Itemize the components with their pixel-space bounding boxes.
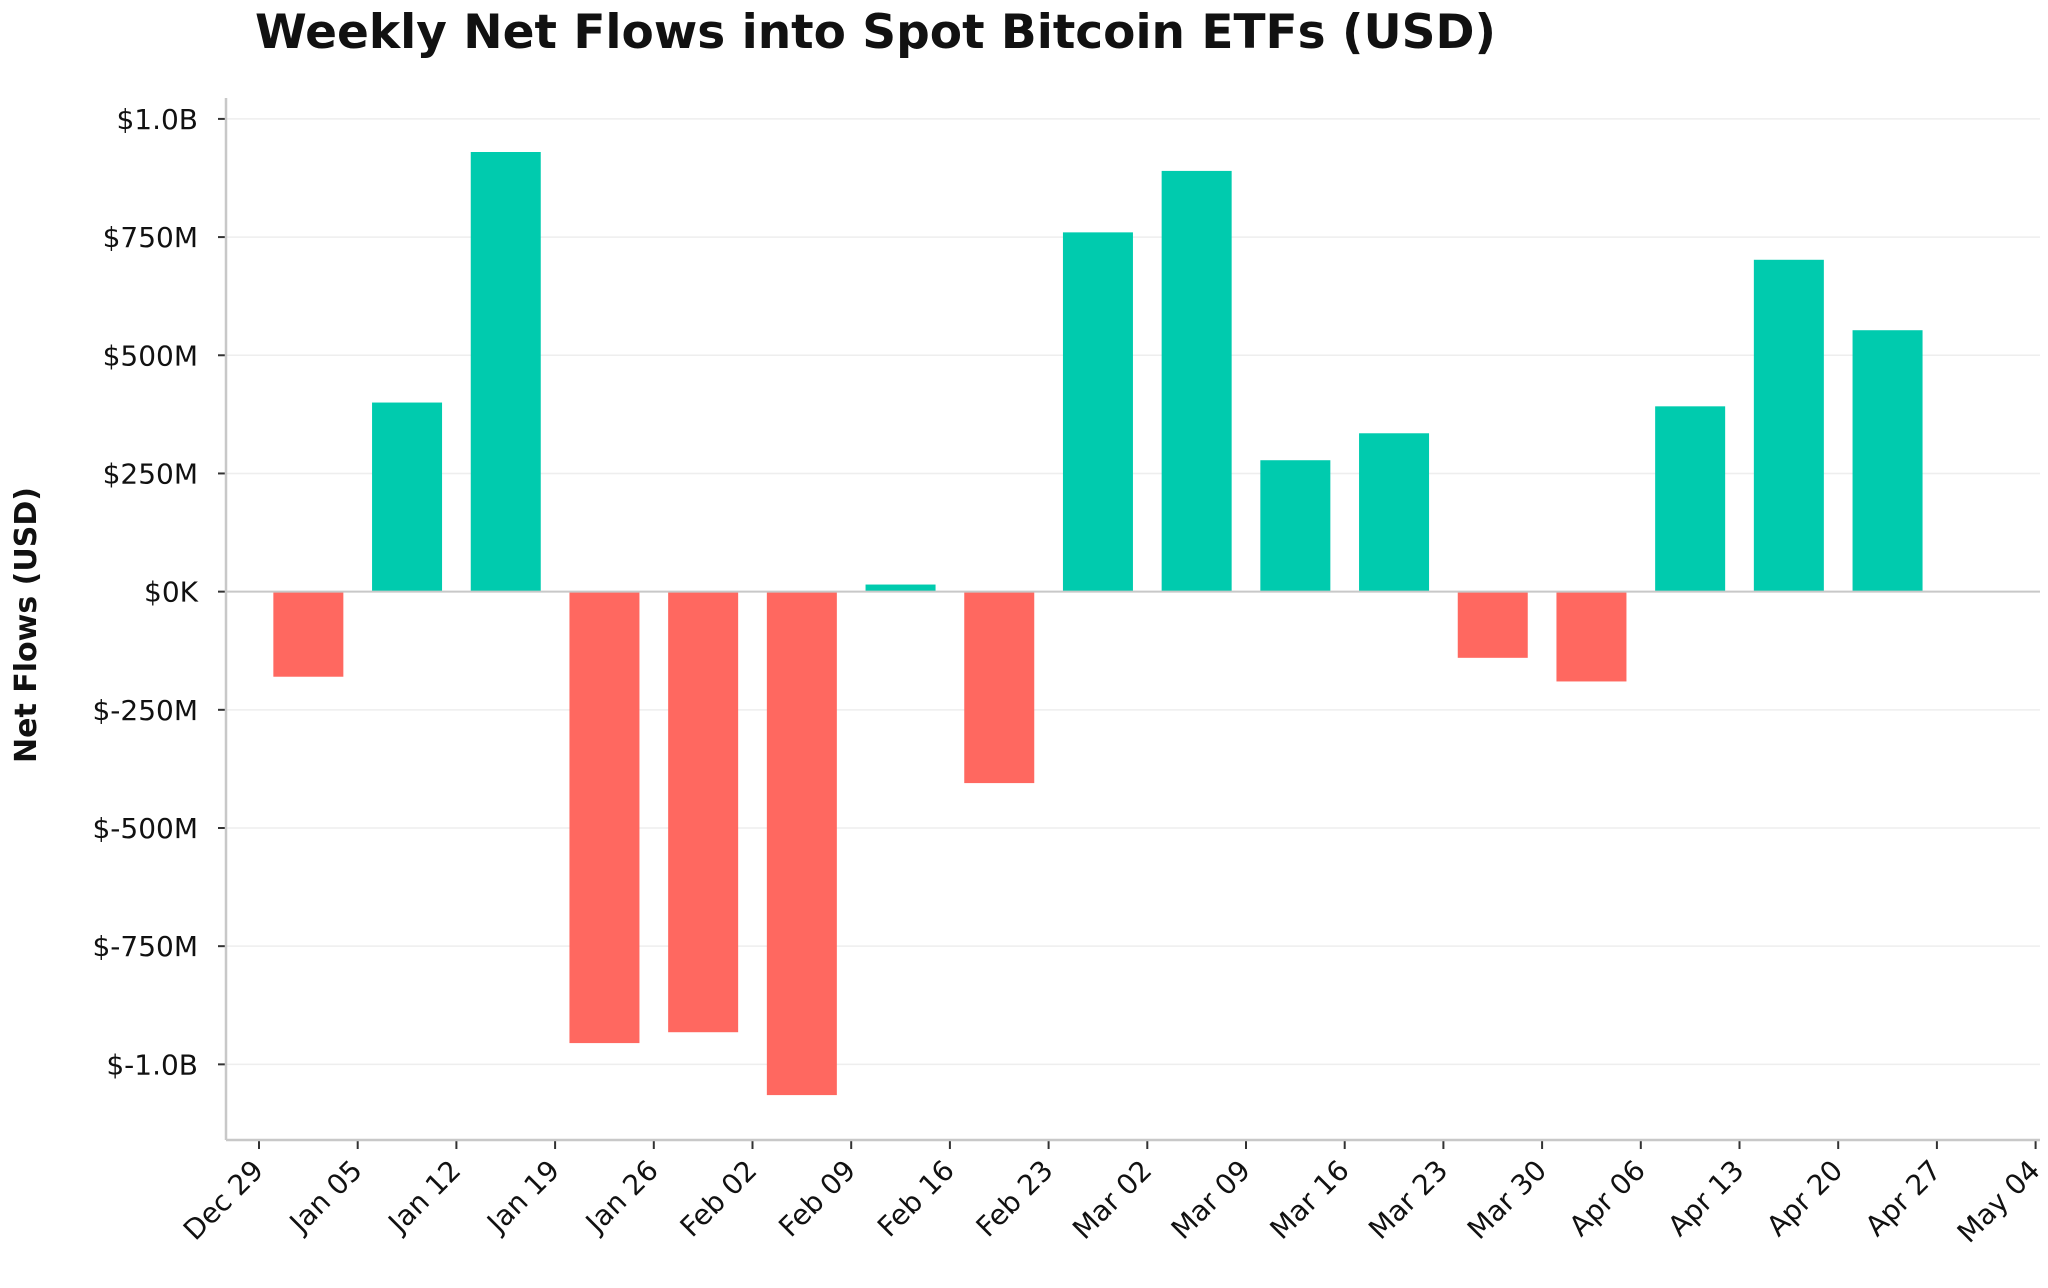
bar bbox=[964, 591, 1035, 784]
bar bbox=[1457, 591, 1528, 658]
bar bbox=[1260, 460, 1331, 592]
y-tick-label: $250M bbox=[103, 457, 198, 490]
bar bbox=[668, 591, 739, 1033]
bar bbox=[569, 591, 640, 1044]
bar bbox=[1852, 330, 1923, 592]
x-tick-label: Apr 20 bbox=[1760, 1154, 1849, 1243]
chart-title: Weekly Net Flows into Spot Bitcoin ETFs … bbox=[255, 5, 1496, 60]
x-tick-label: Jan 26 bbox=[578, 1154, 665, 1241]
bar bbox=[1655, 406, 1726, 592]
x-tick-label: May 04 bbox=[1951, 1154, 2047, 1250]
bar bbox=[1359, 433, 1430, 592]
x-tick-label: Mar 23 bbox=[1362, 1154, 1454, 1246]
bar bbox=[470, 152, 541, 592]
x-tick-label: Jan 19 bbox=[479, 1154, 566, 1241]
bar bbox=[273, 591, 344, 677]
x-tick-label: Dec 29 bbox=[177, 1154, 270, 1247]
y-axis-label: Net Flows (USD) bbox=[9, 487, 44, 763]
x-tick-label: Mar 09 bbox=[1165, 1154, 1257, 1246]
x-tick-label: Feb 02 bbox=[674, 1154, 764, 1244]
bar bbox=[865, 584, 936, 592]
bar bbox=[1753, 259, 1824, 592]
x-tick-label: Feb 16 bbox=[871, 1154, 961, 1244]
x-tick-label: Mar 02 bbox=[1066, 1154, 1158, 1246]
x-axis-ticks: Dec 29 Jan 05 Jan 12 Jan 19 Jan 26 Feb 02 Feb … bbox=[177, 1140, 2047, 1249]
y-tick-label: $750M bbox=[103, 221, 198, 254]
y-tick-label: $500M bbox=[103, 339, 198, 372]
y-tick-label: $-250M bbox=[92, 694, 198, 727]
x-tick-label: Apr 13 bbox=[1661, 1154, 1750, 1243]
bars bbox=[273, 152, 1923, 1096]
x-tick-label: Feb 23 bbox=[970, 1154, 1060, 1244]
bar bbox=[1161, 170, 1232, 592]
x-tick-label: Feb 09 bbox=[772, 1154, 862, 1244]
y-tick-label: $-750M bbox=[92, 930, 198, 963]
y-tick-label: $0K bbox=[144, 576, 199, 609]
x-tick-label: Apr 06 bbox=[1563, 1154, 1652, 1243]
x-tick-label: Apr 27 bbox=[1859, 1154, 1948, 1243]
y-tick-label: $-500M bbox=[92, 812, 198, 845]
bar bbox=[766, 591, 837, 1096]
bar bbox=[1556, 591, 1627, 682]
y-tick-label: $1.0B bbox=[116, 103, 198, 136]
bar bbox=[1062, 232, 1133, 592]
y-tick-label: $-1.0B bbox=[106, 1048, 198, 1081]
y-axis-ticks: $1.0B $750M $500M $250M $0K $-250M $-500M $-750… bbox=[92, 103, 226, 1081]
axes bbox=[224, 98, 2040, 1142]
x-tick-label: Jan 05 bbox=[282, 1154, 369, 1241]
x-tick-label: Mar 30 bbox=[1461, 1154, 1553, 1246]
x-tick-label: Mar 16 bbox=[1263, 1154, 1355, 1246]
bar bbox=[372, 402, 443, 592]
x-tick-label: Jan 12 bbox=[381, 1154, 468, 1241]
